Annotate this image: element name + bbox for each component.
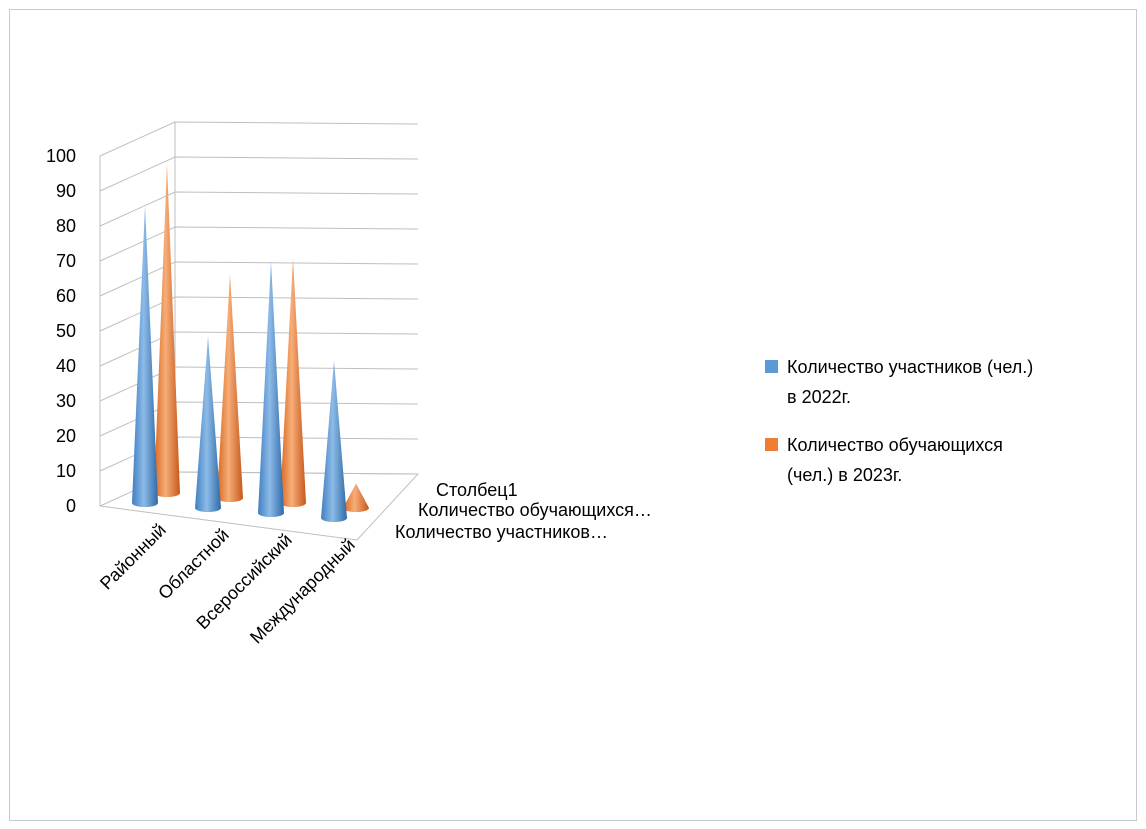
legend-label-2023-line2: (чел.) в 2023г. [787,465,903,485]
y-axis: 0 10 20 30 40 50 60 70 80 90 100 [46,146,76,516]
legend-item-2022: Количество участников (чел.) в 2022г. [765,352,1115,412]
gridline [99,191,419,227]
x-axis: РайонныйОбластнойВсероссийскийМеждународ… [96,520,359,648]
chart-area [9,9,1137,821]
cone-s1-2 [280,258,306,507]
legend-label-2023-line1: Количество обучающихся [787,435,1003,455]
y-tick-label: 0 [66,496,76,516]
y-tick-label: 70 [56,251,76,271]
gridline [99,121,419,157]
legend-swatch-2022 [765,360,778,373]
legend-label-2022-line2: в 2022г. [787,387,851,407]
depth-axis: Количество участников…Количество обучающ… [395,480,652,542]
cone-2022-3 [321,360,347,522]
legend: Количество участников (чел.) в 2022г. Ко… [765,352,1115,508]
gridline [99,156,419,192]
y-tick-label: 30 [56,391,76,411]
y-tick-label: 90 [56,181,76,201]
cone-2022-1 [195,336,221,512]
y-tick-label: 10 [56,461,76,481]
legend-label-2022-line1: Количество участников (чел.) [787,357,1034,377]
cone-s1-3 [343,483,369,512]
depth-axis-label: Столбец1 [436,480,518,500]
depth-axis-label: Количество обучающихся… [418,500,652,520]
y-tick-label: 60 [56,286,76,306]
legend-swatch-2023 [765,438,778,451]
y-tick-label: 80 [56,216,76,236]
y-tick-label: 40 [56,356,76,376]
cone-2022-2 [258,261,284,517]
y-tick-label: 50 [56,321,76,341]
x-tick-label: Районный [96,520,170,594]
gridline [99,226,419,262]
cone-2022-0 [132,205,158,507]
cone-s1-1 [217,274,243,502]
cone-series [132,164,369,522]
y-tick-label: 100 [46,146,76,166]
depth-axis-label: Количество участников… [395,522,608,542]
legend-item-2023: Количество обучающихся (чел.) в 2023г. [765,430,1115,490]
y-tick-label: 20 [56,426,76,446]
cone-s1-0 [154,164,180,497]
